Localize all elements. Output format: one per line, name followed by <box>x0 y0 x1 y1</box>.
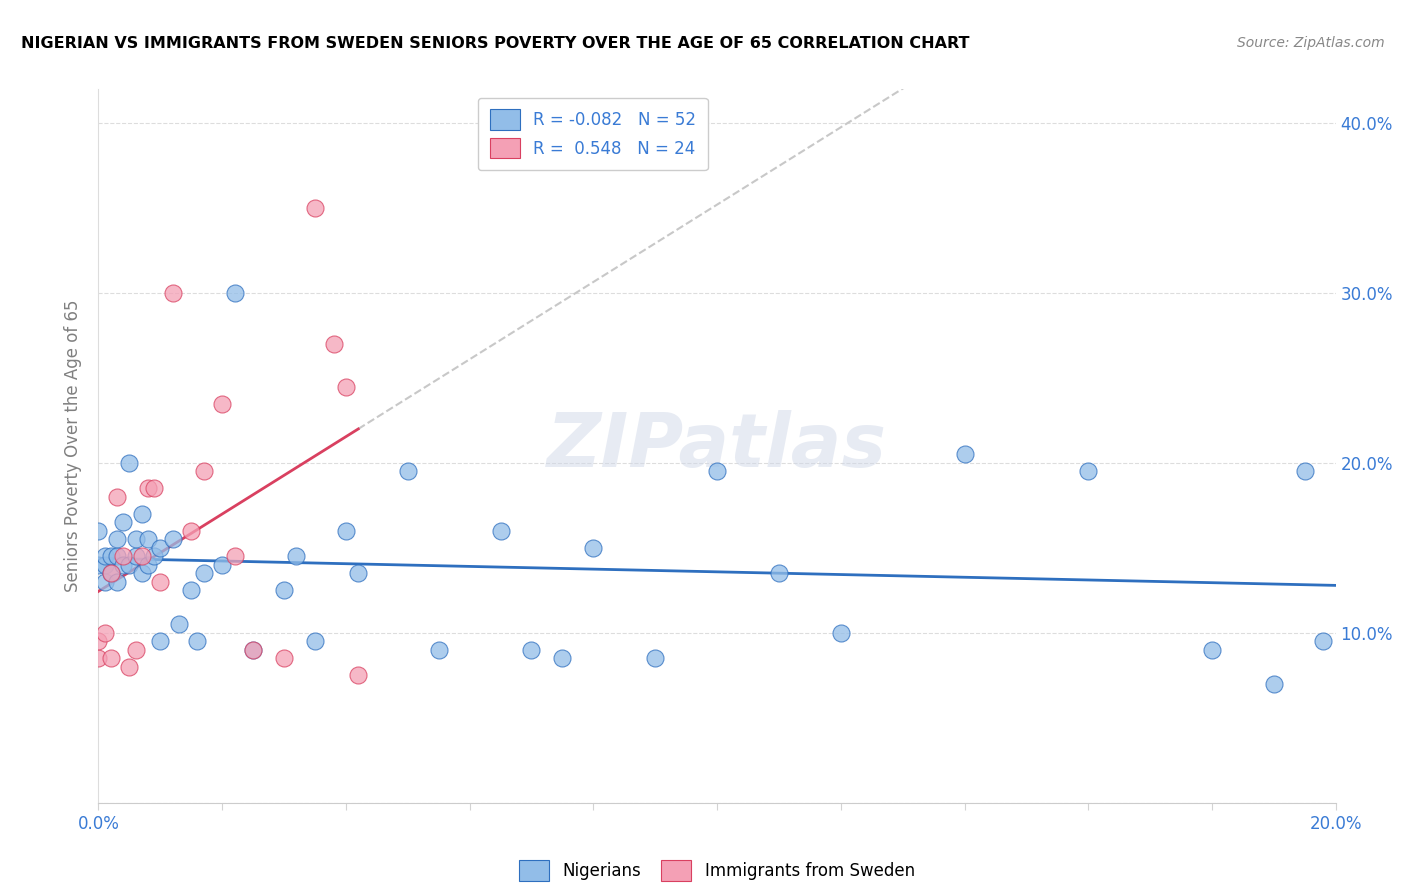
Point <box>953 448 976 462</box>
Point <box>644 651 666 665</box>
Point <box>489 524 512 538</box>
Point <box>1201 643 1223 657</box>
Point <box>1263 677 1285 691</box>
Point <box>131 507 153 521</box>
Point <box>347 668 370 682</box>
Y-axis label: Seniors Poverty Over the Age of 65: Seniors Poverty Over the Age of 65 <box>65 300 83 592</box>
Point <box>396 465 419 479</box>
Point <box>304 201 326 215</box>
Point <box>180 583 202 598</box>
Point <box>322 337 344 351</box>
Point <box>100 549 122 564</box>
Point <box>830 626 852 640</box>
Point <box>87 651 110 665</box>
Point <box>112 549 135 564</box>
Point <box>242 643 264 657</box>
Point <box>1294 465 1316 479</box>
Point <box>105 490 128 504</box>
Point <box>273 583 295 598</box>
Point <box>706 465 728 479</box>
Text: Source: ZipAtlas.com: Source: ZipAtlas.com <box>1237 36 1385 50</box>
Point <box>335 524 357 538</box>
Point <box>273 651 295 665</box>
Point <box>100 566 122 581</box>
Point <box>124 549 146 564</box>
Point <box>131 566 153 581</box>
Point <box>224 286 246 301</box>
Point <box>105 574 128 589</box>
Point <box>105 533 128 547</box>
Legend: Nigerians, Immigrants from Sweden: Nigerians, Immigrants from Sweden <box>513 854 921 888</box>
Point <box>87 524 110 538</box>
Text: ZIPatlas: ZIPatlas <box>547 409 887 483</box>
Point <box>162 286 184 301</box>
Point <box>193 566 215 581</box>
Point <box>118 558 141 572</box>
Point <box>285 549 308 564</box>
Point <box>124 533 146 547</box>
Point <box>211 558 233 572</box>
Point <box>105 549 128 564</box>
Point <box>136 533 159 547</box>
Point <box>149 541 172 555</box>
Point <box>186 634 208 648</box>
Point <box>347 566 370 581</box>
Point <box>112 558 135 572</box>
Point <box>335 379 357 393</box>
Point <box>100 566 122 581</box>
Text: NIGERIAN VS IMMIGRANTS FROM SWEDEN SENIORS POVERTY OVER THE AGE OF 65 CORRELATIO: NIGERIAN VS IMMIGRANTS FROM SWEDEN SENIO… <box>21 36 970 51</box>
Point <box>304 634 326 648</box>
Point <box>167 617 190 632</box>
Point <box>124 643 146 657</box>
Point <box>118 660 141 674</box>
Point <box>131 549 153 564</box>
Point <box>93 558 115 572</box>
Point <box>87 558 110 572</box>
Point <box>149 634 172 648</box>
Point <box>193 465 215 479</box>
Point <box>112 516 135 530</box>
Point <box>211 396 233 410</box>
Point <box>1077 465 1099 479</box>
Point <box>143 482 166 496</box>
Point <box>224 549 246 564</box>
Point <box>551 651 574 665</box>
Point <box>136 482 159 496</box>
Point <box>93 626 115 640</box>
Point <box>520 643 543 657</box>
Point <box>143 549 166 564</box>
Point <box>149 574 172 589</box>
Point <box>93 549 115 564</box>
Point <box>87 634 110 648</box>
Point <box>136 558 159 572</box>
Point <box>162 533 184 547</box>
Point <box>242 643 264 657</box>
Point <box>100 651 122 665</box>
Point <box>582 541 605 555</box>
Point <box>118 456 141 470</box>
Point <box>768 566 790 581</box>
Point <box>427 643 450 657</box>
Point <box>1312 634 1334 648</box>
Point <box>93 574 115 589</box>
Point <box>180 524 202 538</box>
